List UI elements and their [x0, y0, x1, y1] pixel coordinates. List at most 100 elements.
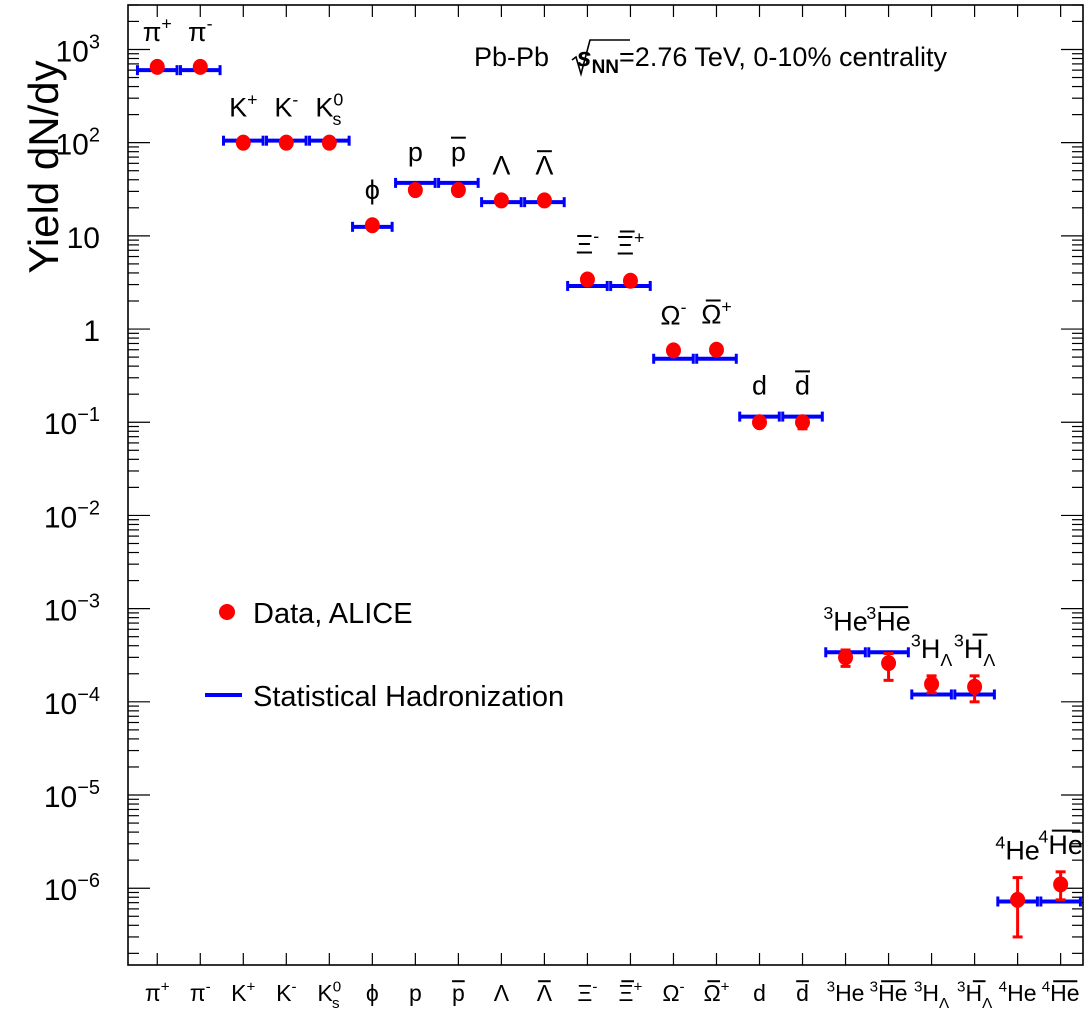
species-main: K — [276, 980, 292, 1006]
species-main: Ξ — [619, 980, 634, 1006]
species-label: Ω+ — [703, 978, 729, 1006]
data-point — [795, 414, 811, 431]
svg-text:K+: K+ — [229, 89, 257, 122]
species-main: d — [752, 371, 767, 401]
svg-text:Ω-: Ω- — [660, 297, 686, 330]
data-point — [321, 134, 337, 151]
point-labels: π+ π-K+ K- K0 sϕp p Λ ΛΞ- Ξ+Ω- Ω+d d3He3He3HΛ3HΛ4H… — [143, 14, 1083, 866]
species-main: d — [795, 371, 810, 401]
data-point — [881, 652, 897, 682]
svg-text:Λ: Λ — [492, 150, 510, 180]
legend-data-label: Data, ALICE — [253, 598, 413, 630]
y-axis-title: Yield dN/dy — [20, 60, 67, 273]
plot-frame — [127, 4, 1084, 966]
species-label: d — [796, 980, 809, 1006]
species-label: Ξ- — [576, 226, 600, 259]
species-main: Ξ — [576, 230, 594, 260]
svg-text:Λ: Λ — [535, 150, 553, 180]
species-label: d — [752, 371, 767, 401]
species-main: ϕ — [365, 175, 380, 205]
svg-text:3He: 3He — [870, 978, 908, 1006]
species-main: H — [921, 634, 941, 664]
svg-text:p: p — [408, 137, 423, 167]
species-label: K0 s — [317, 978, 341, 1012]
species-main: He — [1005, 836, 1040, 866]
species-label: π- — [188, 14, 213, 47]
model-mark — [652, 353, 695, 364]
svg-text:ϕ: ϕ — [366, 980, 379, 1006]
legend: Data, ALICE Statistical Hadronization — [205, 598, 564, 713]
species-label: 4He — [995, 832, 1039, 865]
svg-text:Ω+: Ω+ — [701, 296, 732, 329]
svg-text:Λ: Λ — [537, 980, 553, 1006]
sqrt-sign — [571, 39, 630, 77]
species-label: π+ — [145, 978, 170, 1006]
species-main: He — [833, 606, 868, 636]
species-label: Λ — [537, 980, 553, 1006]
svg-text:d: d — [753, 980, 766, 1006]
species-main: p — [409, 980, 422, 1006]
species-label: 3He — [823, 603, 867, 636]
species-label: π+ — [143, 14, 172, 47]
species-label: Ξ+ — [619, 978, 643, 1006]
species-main: Ω — [662, 980, 679, 1006]
data-point — [493, 192, 509, 209]
svg-text:Ξ-: Ξ- — [577, 978, 597, 1006]
species-label: Ω+ — [701, 296, 732, 329]
data-series — [149, 58, 1069, 939]
species-label: p — [452, 980, 465, 1006]
y-tick-label: 102 — [56, 125, 101, 162]
species-main: Λ — [494, 980, 510, 1006]
svg-text:ϕ: ϕ — [365, 175, 380, 205]
svg-text:Ω+: Ω+ — [703, 978, 729, 1006]
svg-text:p: p — [451, 137, 466, 167]
legend-model-label: Statistical Hadronization — [253, 681, 564, 713]
species-label: d — [795, 370, 810, 401]
y-tick-label: 10−6 — [44, 870, 100, 907]
svg-text:Λ: Λ — [494, 980, 510, 1006]
data-point — [149, 58, 165, 75]
species-label: Ξ- — [577, 978, 597, 1006]
svg-text:3He: 3He — [823, 603, 867, 636]
species-label: Ξ+ — [616, 227, 644, 260]
species-main: He — [1048, 830, 1083, 860]
data-point — [235, 134, 251, 151]
data-point — [450, 182, 466, 199]
y-tick-label: 10−5 — [44, 777, 100, 814]
svg-text:Ξ+: Ξ+ — [619, 978, 643, 1006]
species-label: K+ — [231, 978, 255, 1006]
plot-area-border — [127, 4, 1084, 966]
model-mark — [910, 689, 953, 700]
species-main: p — [408, 137, 423, 167]
species-main: Ω — [703, 980, 720, 1006]
y-tick-label: 103 — [56, 31, 101, 68]
legend-data-marker — [219, 604, 235, 620]
species-label: K- — [276, 978, 296, 1006]
data-point — [924, 674, 940, 695]
species-main: d — [753, 980, 766, 1006]
species-label: Λ — [492, 150, 510, 180]
annotation-sqrt-sub: NN — [592, 57, 619, 78]
svg-text:3He: 3He — [827, 978, 865, 1006]
species-main: He — [876, 606, 911, 636]
data-point — [665, 342, 681, 359]
data-point — [278, 134, 294, 151]
svg-text:d: d — [752, 371, 767, 401]
species-main: K — [231, 980, 247, 1006]
annotation-suffix: =2.76 TeV, 0-10% centrality — [619, 42, 947, 72]
svg-text:4He: 4He — [1038, 826, 1082, 859]
species-main: He — [835, 980, 864, 1006]
data-point — [838, 648, 854, 668]
svg-text:4He: 4He — [999, 978, 1037, 1006]
species-label: 3He — [870, 978, 908, 1006]
species-label: π- — [190, 978, 211, 1006]
svg-text:3HΛ: 3HΛ — [957, 978, 993, 1012]
data-point — [752, 414, 768, 431]
species-label: Ω- — [660, 297, 686, 330]
svg-text:3HΛ: 3HΛ — [911, 631, 952, 670]
species-label: Λ — [535, 150, 553, 180]
species-label: ϕ — [365, 175, 380, 205]
svg-text:p: p — [452, 980, 465, 1006]
